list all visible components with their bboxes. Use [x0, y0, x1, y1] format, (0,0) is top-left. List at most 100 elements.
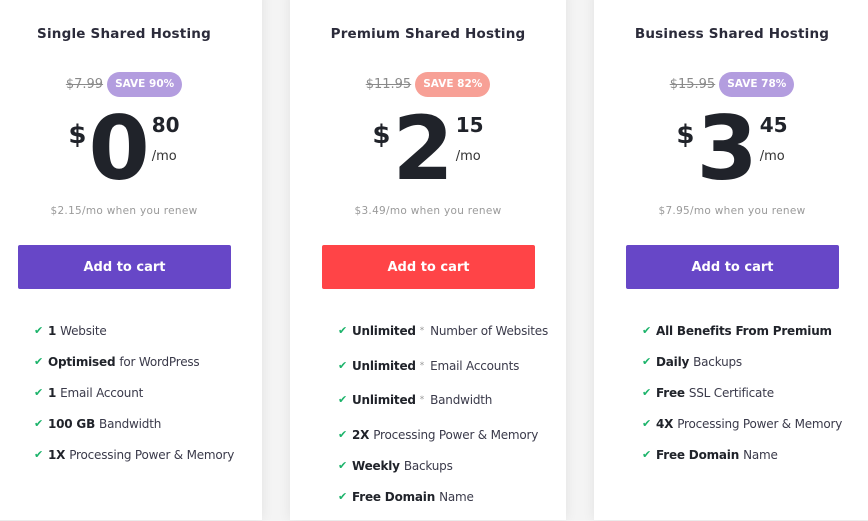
asterisk: * [419, 360, 425, 371]
check-icon: ✔ [34, 324, 44, 337]
feature-highlight: Daily [656, 355, 690, 369]
feature-highlight: Free Domain [656, 448, 740, 462]
feature-text: Processing Power & Memory [677, 417, 843, 431]
feature-text: Bandwidth [99, 417, 162, 431]
feature-highlight: All Benefits From Premium [656, 324, 832, 338]
feature-item: ✔ Free Domain Name [338, 490, 548, 521]
feature-text: Backups [693, 355, 742, 369]
renewal-price: $2.15/mo when you renew [50, 205, 198, 217]
feature-item: ✔ Optimised for WordPress [34, 355, 234, 386]
feature-item: ✔ Free Domain Name [642, 448, 842, 479]
check-icon: ✔ [338, 393, 348, 406]
feature-text: Processing Power & Memory [69, 448, 235, 462]
feature-highlight: Unlimited [352, 393, 416, 407]
feature-item: ✔ 1 Website [34, 324, 234, 355]
currency-symbol: $ [676, 120, 695, 150]
original-price: $11.95 [365, 77, 412, 92]
feature-list: ✔ 1 Website ✔ Optimised for WordPress ✔ … [34, 324, 234, 479]
check-icon: ✔ [338, 358, 348, 372]
feature-item: ✔ Weekly Backups [338, 459, 548, 490]
feature-highlight: 100 GB [48, 417, 96, 431]
check-icon: ✔ [642, 324, 652, 337]
feature-item: ✔ 1 Email Account [34, 386, 234, 417]
check-icon: ✔ [642, 386, 652, 399]
feature-text: Name [743, 448, 778, 462]
check-icon: ✔ [34, 386, 44, 399]
feature-highlight: Weekly [352, 458, 400, 473]
plan-title: Premium Shared Hosting [330, 26, 526, 42]
feature-item: ✔ 1X Processing Power & Memory [34, 448, 234, 479]
original-price: $15.95 [669, 77, 716, 92]
check-icon: ✔ [34, 417, 44, 430]
check-icon: ✔ [338, 489, 348, 503]
price-whole: 2 [392, 97, 454, 200]
price-cents: 15 [455, 113, 484, 137]
feature-highlight: 4X [656, 417, 674, 431]
price-cents: 45 [759, 113, 788, 137]
discount-row: $7.99 SAVE 90% [0, 72, 262, 97]
save-badge: SAVE 90% [107, 72, 183, 97]
feature-item: ✔ Unlimited * Number of Websites [338, 324, 548, 359]
feature-highlight: 1 [48, 324, 57, 338]
feature-list: ✔ All Benefits From Premium ✔ Daily Back… [642, 324, 842, 479]
add-to-cart-button[interactable]: Add to cart [18, 245, 231, 289]
original-price: $7.99 [65, 77, 104, 92]
price: $ 0 80 /mo [0, 105, 262, 193]
check-icon: ✔ [34, 448, 44, 461]
save-badge: SAVE 82% [415, 72, 491, 97]
feature-item: ✔ All Benefits From Premium [642, 324, 842, 355]
plan-card: Single Shared Hosting $7.99 SAVE 90% $ 0… [0, 0, 262, 520]
feature-text: for WordPress [119, 355, 200, 369]
feature-item: ✔ 4X Processing Power & Memory [642, 417, 842, 448]
feature-item: ✔ Unlimited * Email Accounts [338, 359, 548, 394]
discount-row: $15.95 SAVE 78% [594, 72, 868, 97]
feature-item: ✔ Unlimited * Bandwidth [338, 393, 548, 428]
feature-highlight: 1 [48, 386, 57, 400]
check-icon: ✔ [34, 355, 44, 368]
add-to-cart-button[interactable]: Add to cart [626, 245, 839, 289]
feature-item: ✔ 100 GB Bandwidth [34, 417, 234, 448]
feature-highlight: Optimised [48, 355, 116, 369]
check-icon: ✔ [642, 355, 652, 368]
check-icon: ✔ [338, 324, 348, 337]
price-period: /mo [759, 149, 785, 164]
feature-highlight: Free Domain [352, 489, 436, 504]
feature-list: ✔ Unlimited * Number of Websites ✔ Unlim… [338, 324, 548, 521]
feature-highlight: Unlimited [352, 324, 416, 338]
price-period: /mo [151, 149, 177, 164]
asterisk: * [419, 326, 425, 336]
feature-highlight: 2X [352, 427, 370, 442]
feature-highlight: Free [656, 386, 685, 400]
save-badge: SAVE 78% [719, 72, 795, 97]
feature-text: Processing Power & Memory [373, 427, 539, 442]
feature-item: ✔ Daily Backups [642, 355, 842, 386]
feature-highlight: 1X [48, 448, 66, 462]
renewal-price: $7.95/mo when you renew [658, 205, 806, 217]
check-icon: ✔ [338, 458, 348, 472]
plan-title: Business Shared Hosting [634, 26, 830, 42]
check-icon: ✔ [642, 448, 652, 461]
feature-text: Email Accounts [430, 358, 520, 373]
asterisk: * [419, 395, 425, 405]
price-whole: 0 [88, 97, 150, 200]
feature-text: Email Account [60, 386, 144, 400]
price: $ 2 15 /mo [290, 105, 566, 193]
discount-row: $11.95 SAVE 82% [290, 72, 566, 97]
price-period: /mo [455, 149, 481, 164]
feature-text: SSL Certificate [688, 386, 774, 400]
feature-text: Bandwidth [430, 393, 493, 407]
feature-highlight: Unlimited [352, 358, 416, 373]
check-icon: ✔ [338, 427, 348, 441]
feature-item: ✔ Free SSL Certificate [642, 386, 842, 417]
add-to-cart-button[interactable]: Add to cart [322, 245, 535, 289]
plan-card: Premium Shared Hosting $11.95 SAVE 82% $… [290, 0, 566, 520]
feature-text: Number of Websites [430, 324, 548, 338]
feature-text: Backups [403, 458, 453, 473]
plan-title: Single Shared Hosting [37, 26, 211, 42]
feature-item: ✔ 2X Processing Power & Memory [338, 428, 548, 459]
price-whole: 3 [696, 97, 758, 200]
feature-text: Name [439, 489, 474, 504]
feature-text: Website [60, 324, 107, 338]
currency-symbol: $ [68, 120, 87, 150]
price: $ 3 45 /mo [594, 105, 868, 193]
